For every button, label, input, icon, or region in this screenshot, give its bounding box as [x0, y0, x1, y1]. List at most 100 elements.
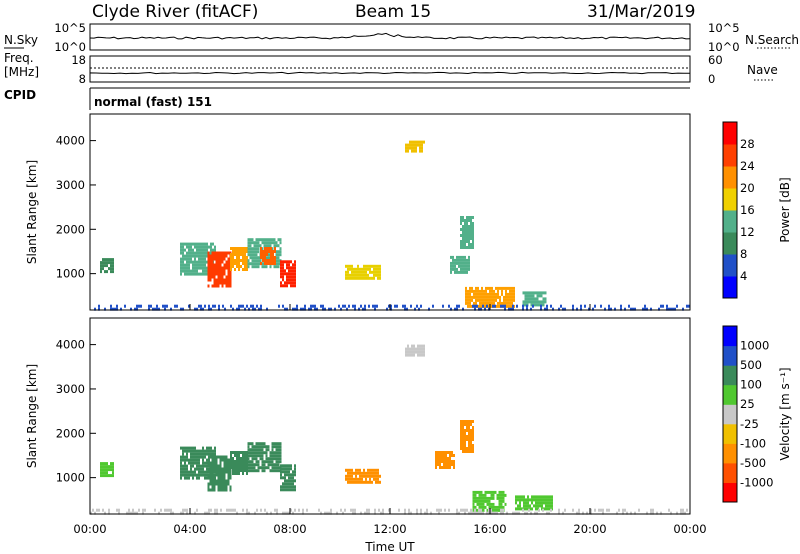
velocity-cell [638, 508, 640, 512]
power-cell [208, 245, 210, 249]
velocity-cell [208, 467, 210, 471]
power-cell [536, 291, 539, 295]
power-cell [265, 265, 268, 269]
velocity-cell [188, 446, 190, 450]
power-cell [270, 247, 272, 250]
power-cell [259, 238, 262, 242]
velocity-cell [292, 476, 294, 480]
velocity-cell [288, 476, 290, 480]
power-cell [372, 304, 374, 308]
velocity-cell [435, 457, 437, 460]
power-cell [499, 295, 501, 299]
power-cell [290, 275, 292, 279]
velocity-cell [249, 442, 252, 446]
velocity-cell [366, 508, 368, 512]
velocity-cell [549, 504, 551, 508]
velocity-cell [261, 460, 264, 464]
power-cell [266, 307, 268, 311]
power-cell [204, 263, 206, 267]
velocity-cell [282, 511, 284, 515]
power-cell [404, 307, 406, 311]
velocity-cell [286, 467, 288, 471]
power-cell [502, 304, 504, 308]
power-cell [102, 267, 104, 271]
velocity-cell [521, 498, 523, 502]
power-cell [264, 250, 266, 253]
velocity-cell [652, 508, 654, 512]
power-cell [351, 276, 353, 280]
date-title: 31/Mar/2019 [587, 2, 695, 22]
power-cell [190, 272, 192, 276]
velocity-cell [230, 454, 232, 457]
power-cell [576, 307, 578, 311]
velocity-cell [213, 485, 216, 489]
power-cell [479, 304, 481, 308]
velocity-cell [186, 446, 188, 450]
power-cell [572, 307, 574, 311]
power-cell [232, 265, 234, 268]
power-cell [390, 307, 392, 311]
velocity-cell [277, 457, 280, 461]
power-colorbar-swatch [723, 232, 737, 255]
power-cell [184, 269, 186, 273]
velocity-cell [498, 502, 501, 506]
velocity-cell [374, 511, 376, 515]
velocity-cell [215, 473, 218, 477]
velocity-cell [472, 508, 475, 512]
power-cell [286, 263, 288, 267]
velocity-cell [529, 504, 531, 508]
power-cell [261, 265, 264, 269]
velocity-cell [230, 466, 232, 469]
power-cell [481, 292, 483, 296]
velocity-cell [265, 460, 268, 464]
power-cell [223, 251, 226, 255]
velocity-cell [490, 508, 492, 512]
velocity-cell [198, 458, 200, 462]
velocity-cell [470, 432, 472, 435]
power-cell [524, 300, 527, 304]
velocity-cell [290, 464, 292, 468]
power-cell [192, 248, 194, 252]
velocity-cell [106, 462, 108, 466]
velocity-cell [190, 470, 192, 474]
power-cell [215, 263, 218, 267]
velocity-cell [684, 511, 686, 515]
power-cell [230, 259, 232, 262]
velocity-cell [186, 467, 188, 471]
power-cell [511, 286, 513, 290]
velocity-cell [523, 501, 525, 505]
velocity-cell [518, 511, 520, 515]
velocity-cell [484, 499, 487, 503]
power-cell [479, 289, 481, 293]
power-cell [227, 278, 230, 282]
power-cell [234, 262, 236, 265]
power-cell [246, 250, 248, 253]
power-cell [110, 261, 112, 265]
velocity-cell [531, 498, 533, 502]
power-cell [234, 268, 236, 271]
power-cell [108, 261, 110, 265]
velocity-cell [255, 442, 258, 446]
power-cell [272, 250, 274, 253]
velocity-cell [462, 444, 464, 447]
velocity-cell [188, 476, 190, 480]
power-cell [232, 250, 234, 253]
velocity-cell [359, 471, 361, 475]
velocity-cell [439, 463, 441, 466]
power-cell [487, 295, 489, 299]
power-cell [217, 278, 220, 282]
power-cell [458, 255, 460, 259]
velocity-colorbar-frame [722, 325, 738, 503]
power-cell [209, 254, 212, 258]
power-cell [186, 266, 188, 270]
velocity-cell [108, 468, 110, 472]
power-cell [405, 143, 407, 147]
power-cell [219, 251, 222, 255]
velocity-cell [451, 451, 453, 454]
power-cell [294, 275, 296, 279]
power-cell [188, 266, 190, 270]
power-cell [524, 291, 527, 295]
velocity-cell [282, 482, 284, 486]
velocity-cell [229, 473, 232, 477]
velocity-cell [524, 511, 526, 515]
